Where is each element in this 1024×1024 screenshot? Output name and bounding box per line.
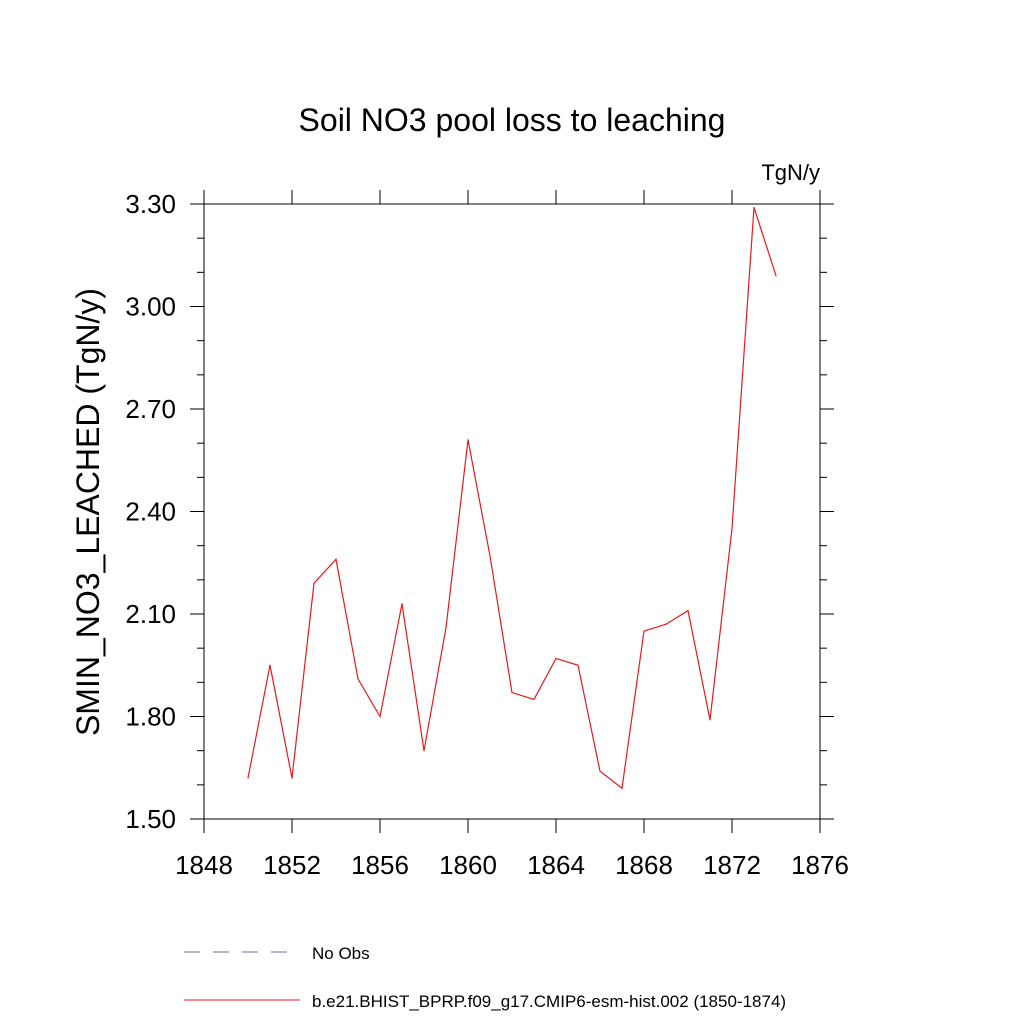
data-series	[247, 206, 777, 790]
x-tick-label: 1868	[615, 850, 673, 880]
data-point	[423, 750, 425, 752]
data-point	[467, 439, 469, 441]
y-tick-label: 1.50	[125, 804, 176, 834]
data-point	[665, 623, 667, 625]
chart-title: Soil NO3 pool loss to leaching	[299, 102, 726, 138]
data-point	[313, 582, 315, 584]
data-point	[775, 275, 777, 277]
y-tick-label: 2.10	[125, 599, 176, 629]
units-label: TgN/y	[761, 160, 820, 185]
data-point	[753, 206, 755, 209]
data-point	[599, 770, 601, 772]
data-point	[709, 719, 711, 721]
x-tick-label: 1848	[175, 850, 233, 880]
y-axis-label: SMIN_NO3_LEACHED (TgN/y)	[70, 288, 106, 736]
legend: No Obs b.e21.BHIST_BPRP.f09_g17.CMIP6-es…	[184, 944, 786, 1011]
y-tick-label: 3.00	[125, 292, 176, 322]
data-point	[511, 691, 513, 694]
y-tick-label: 1.80	[125, 702, 176, 732]
data-point	[401, 603, 403, 605]
y-tick-label: 2.70	[125, 394, 176, 424]
data-point	[357, 678, 359, 680]
x-tick-label: 1872	[703, 850, 761, 880]
x-tick-label: 1864	[527, 850, 585, 880]
data-point	[643, 630, 645, 632]
data-point	[577, 664, 579, 666]
data-point	[379, 715, 381, 718]
x-tick-label: 1856	[351, 850, 409, 880]
y-tick-label: 2.40	[125, 497, 176, 527]
y-tick-label: 3.30	[125, 189, 176, 219]
data-point	[621, 787, 623, 789]
series-line	[247, 207, 777, 790]
legend-label-no-obs: No Obs	[312, 944, 370, 963]
data-point	[731, 527, 733, 530]
data-point	[687, 609, 689, 612]
data-point	[269, 664, 271, 666]
data-point	[555, 657, 557, 660]
x-tick-label: 1852	[263, 850, 321, 880]
data-point	[533, 698, 535, 701]
tick-labels: 1848 1852 1856 1860 1864 1868 1872 1876 1.50 1.80…	[125, 189, 849, 880]
data-point	[335, 558, 337, 560]
legend-label-model: b.e21.BHIST_BPRP.f09_g17.CMIP6-esm-hist.…	[312, 992, 786, 1011]
x-tick-label: 1860	[439, 850, 497, 880]
data-point	[445, 627, 447, 629]
data-point	[247, 777, 249, 779]
data-point	[291, 777, 293, 779]
axis-ticks	[190, 190, 834, 833]
data-point	[489, 555, 491, 557]
plot-frame	[203, 203, 821, 820]
x-tick-label: 1876	[791, 850, 849, 880]
